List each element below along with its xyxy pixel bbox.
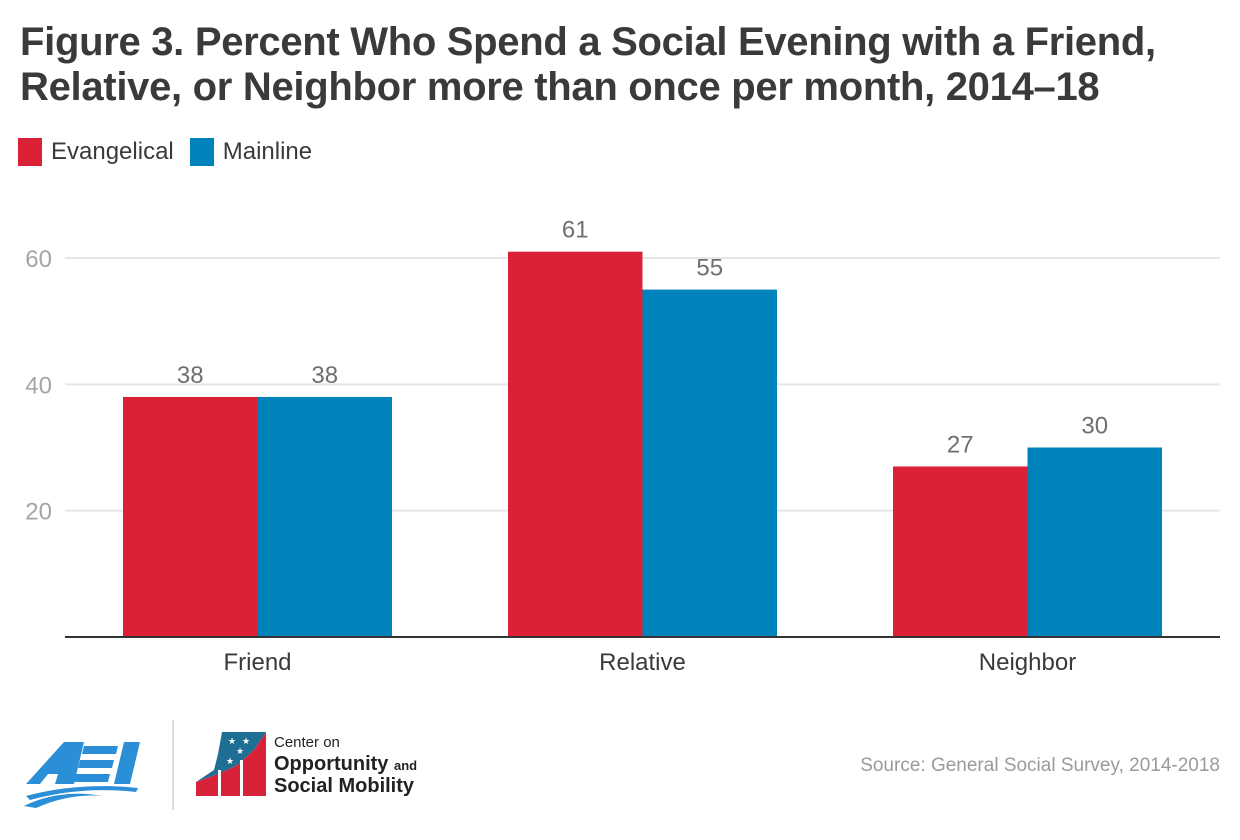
data-labels: 38 38 61 55 27 30	[177, 217, 1108, 459]
logo-divider	[172, 720, 174, 810]
data-label-mainline-friend: 38	[311, 362, 338, 389]
cosm-logo-text: Center on Opportunity and Social Mobilit…	[274, 735, 417, 796]
bar-evangelical-relative	[508, 251, 643, 637]
y-tick-label: 40	[25, 372, 52, 399]
legend-label-mainline: Mainline	[222, 138, 313, 165]
source-note: Source: General Social Survey, 2014-2018	[860, 755, 1220, 776]
data-label-mainline-neighbor: 30	[1081, 413, 1108, 440]
bar-mainline-friend	[257, 396, 392, 637]
title-line-2: Relative, or Neighbor more than once per…	[20, 65, 1100, 109]
y-tick-label: 60	[25, 246, 52, 273]
aei-logo	[24, 742, 140, 808]
data-label-mainline-relative: 55	[696, 255, 723, 282]
bars	[123, 251, 1162, 637]
svg-text:★: ★	[242, 736, 250, 746]
cosm-line-1: Center on	[274, 734, 340, 751]
legend-item-evangelical: Evangelical	[18, 138, 174, 166]
data-label-evangelical-relative: 61	[562, 217, 589, 244]
svg-text:★: ★	[226, 756, 234, 766]
cosm-line-3: Social Mobility	[274, 775, 415, 797]
cosm-opportunity: Opportunity	[274, 753, 389, 775]
aei-logo-mark	[24, 742, 140, 808]
bar-mainline-relative	[642, 289, 777, 637]
legend-swatch-mainline	[189, 138, 214, 166]
cosm-and: and	[394, 758, 418, 773]
legend-label-evangelical: Evangelical	[51, 138, 174, 165]
bar-chart: 20 40 60 38 38 61 55 27 30 Friend Relative Neighb…	[25, 217, 1220, 676]
x-tick-label-neighbor: Neighbor	[979, 649, 1076, 676]
legend: Evangelical Mainline	[18, 138, 328, 166]
y-axis-ticks: 20 40 60	[25, 246, 52, 526]
y-tick-label: 20	[25, 499, 52, 526]
chart-title: Figure 3. Percent Who Spend a Social Eve…	[20, 20, 1230, 110]
legend-item-mainline: Mainline	[189, 138, 313, 166]
bar-evangelical-friend	[123, 396, 258, 637]
data-label-evangelical-friend: 38	[177, 362, 204, 389]
bar-mainline-neighbor	[1027, 447, 1162, 637]
x-axis-ticks: Friend Relative Neighbor	[223, 649, 1076, 676]
svg-text:★: ★	[236, 746, 244, 756]
bar-evangelical-neighbor	[893, 466, 1028, 637]
cosm-logo: ★ ★ ★ ★	[196, 732, 266, 796]
cosm-line-2: Opportunity and	[274, 754, 417, 774]
legend-swatch-evangelical	[18, 138, 42, 166]
title-line-1: Figure 3. Percent Who Spend a Social Eve…	[20, 20, 1156, 64]
x-tick-label-friend: Friend	[223, 649, 291, 676]
svg-text:★: ★	[228, 736, 236, 746]
data-label-evangelical-neighbor: 27	[947, 431, 974, 458]
x-tick-label-relative: Relative	[599, 649, 686, 676]
